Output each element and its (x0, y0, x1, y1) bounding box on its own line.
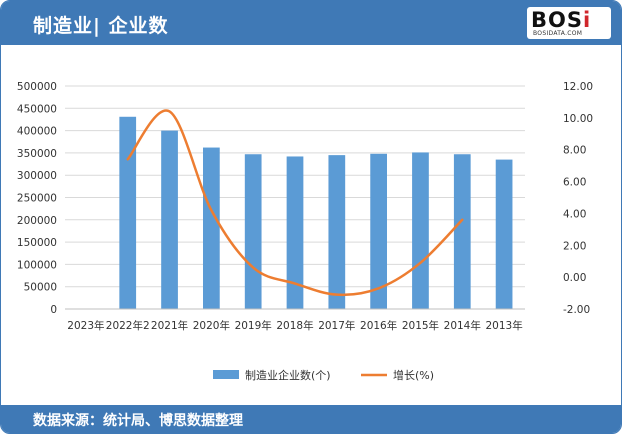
y2-tick-label: 10.00 (563, 113, 593, 125)
y-tick-label: 150000 (17, 237, 57, 249)
y2-tick-label: 6.00 (563, 177, 586, 189)
y-tick-label: 450000 (17, 103, 57, 115)
title-bar: 制造业| 企业数 BOSi BOSIDATA.COM (1, 1, 621, 45)
brand-logo: BOSi BOSIDATA.COM (527, 7, 611, 39)
bar (161, 130, 178, 309)
y-tick-label: 100000 (17, 259, 57, 271)
y2-tick-label: 2.00 (563, 240, 586, 252)
y-tick-label: 50000 (24, 282, 57, 294)
y-tick-label: 250000 (17, 193, 57, 205)
y-tick-label: 500000 (17, 81, 57, 93)
y2-tick-label: 4.00 (563, 208, 586, 220)
x-tick-label: 2019年 (235, 319, 272, 332)
x-tick-label: 2018年 (276, 319, 313, 332)
bar (286, 156, 304, 309)
x-tick-label: 2021年 (151, 319, 188, 332)
bar (203, 147, 220, 309)
bar (495, 159, 513, 309)
bar (412, 152, 429, 309)
y2-tick-label: -2.00 (563, 304, 590, 316)
combo-chart: 0 50000 100000 150000 200000 250000 300000 3500… (17, 81, 593, 382)
y-tick-label: 300000 (17, 170, 57, 182)
bar (328, 155, 346, 309)
x-tick-label: 2017年 (318, 319, 355, 332)
bar (244, 154, 262, 309)
footer-bar: 数据来源：统计局、博思数据整理 (1, 405, 621, 433)
x-tick-label: 2014年 (444, 319, 481, 332)
legend-swatch-bar (213, 370, 239, 379)
y2-tick-label: 8.00 (563, 145, 586, 157)
legend-label-line: 增长(%) (393, 368, 434, 382)
line-layer (126, 109, 464, 297)
x-tick-label: 2020年 (193, 319, 230, 332)
x-tick-label: 2022年2 (106, 319, 150, 332)
bar (119, 116, 137, 309)
y-tick-label: 200000 (17, 215, 57, 227)
y2-tick-label: 0.00 (563, 272, 586, 284)
y-tick-label: 400000 (17, 126, 57, 138)
logo-mark: BOSi (531, 8, 592, 32)
axis-layer: 0 50000 100000 150000 200000 250000 300000 3500… (17, 81, 593, 332)
bar-layer (119, 116, 513, 309)
bar (370, 153, 387, 309)
legend-label-bar: 制造业企业数(个) (245, 368, 331, 382)
data-source: 数据来源：统计局、博思数据整理 (33, 413, 243, 429)
chart-area: 0 50000 100000 150000 200000 250000 300000 3500… (1, 45, 621, 405)
x-tick-label: 2016年 (360, 319, 397, 332)
logo-subtitle: BOSIDATA.COM (533, 30, 583, 37)
y2-tick-label: 12.00 (563, 81, 593, 93)
growth-line (126, 109, 464, 297)
y-tick-label: 350000 (17, 148, 57, 160)
x-tick-label: 2013年 (485, 319, 522, 332)
x-tick-label: 2023年 (67, 319, 104, 332)
y-tick-label: 0 (50, 304, 57, 316)
legend: 制造业企业数(个) 增长(%) (213, 368, 434, 382)
x-tick-label: 2015年 (402, 319, 439, 332)
page-title: 制造业| 企业数 (33, 15, 169, 37)
bar (453, 154, 471, 309)
